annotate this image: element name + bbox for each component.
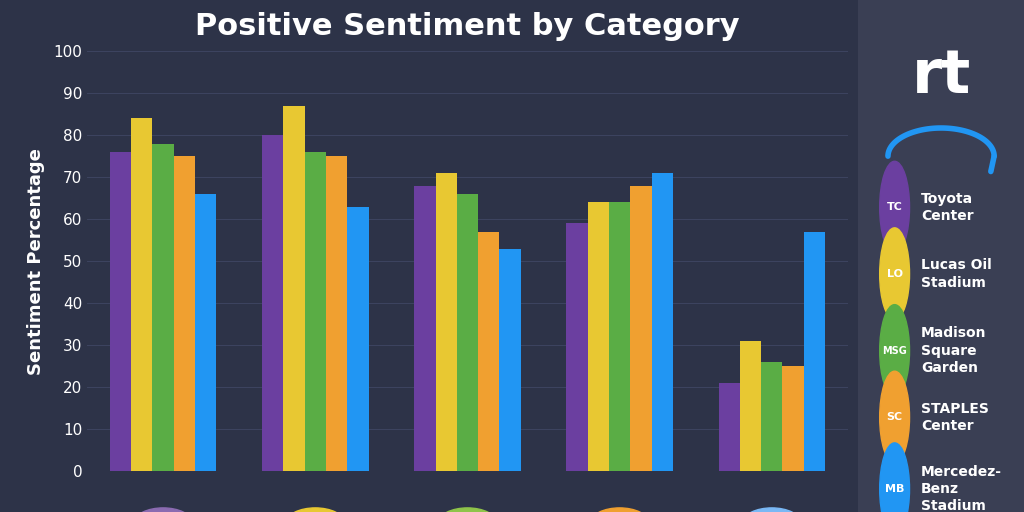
Text: SC: SC: [887, 412, 903, 422]
Text: MSG: MSG: [883, 346, 907, 356]
Bar: [457, 194, 478, 471]
Bar: [414, 185, 435, 471]
Text: TC: TC: [887, 202, 902, 212]
Bar: [174, 156, 196, 471]
Bar: [347, 206, 369, 471]
Title: Positive Sentiment by Category: Positive Sentiment by Category: [196, 12, 739, 40]
Bar: [435, 173, 457, 471]
Circle shape: [880, 371, 909, 463]
Bar: [761, 362, 782, 471]
Bar: [782, 366, 804, 471]
Text: rt: rt: [911, 47, 971, 106]
Bar: [110, 152, 131, 471]
Bar: [153, 143, 174, 471]
Text: LO: LO: [887, 269, 902, 279]
Bar: [304, 152, 326, 471]
Text: Toyota
Center: Toyota Center: [922, 191, 974, 223]
Text: Madison
Square
Garden: Madison Square Garden: [922, 327, 987, 375]
Y-axis label: Sentiment Percentage: Sentiment Percentage: [27, 147, 45, 375]
Circle shape: [880, 161, 909, 253]
Bar: [262, 135, 284, 471]
Bar: [131, 118, 153, 471]
Bar: [739, 341, 761, 471]
Text: MB: MB: [885, 484, 904, 494]
Circle shape: [880, 305, 909, 397]
Circle shape: [880, 443, 909, 512]
Bar: [196, 194, 216, 471]
Bar: [566, 223, 588, 471]
Text: Mercedez-
Benz
Stadium: Mercedez- Benz Stadium: [922, 465, 1002, 512]
Text: Lucas Oil
Stadium: Lucas Oil Stadium: [922, 258, 992, 290]
Circle shape: [880, 228, 909, 320]
Text: STAPLES
Center: STAPLES Center: [922, 401, 989, 433]
Bar: [609, 202, 631, 471]
Bar: [326, 156, 347, 471]
Bar: [588, 202, 609, 471]
Bar: [478, 232, 500, 471]
Bar: [631, 185, 651, 471]
Bar: [651, 173, 673, 471]
Bar: [719, 383, 739, 471]
Bar: [284, 106, 304, 471]
Bar: [500, 248, 521, 471]
Bar: [804, 232, 825, 471]
